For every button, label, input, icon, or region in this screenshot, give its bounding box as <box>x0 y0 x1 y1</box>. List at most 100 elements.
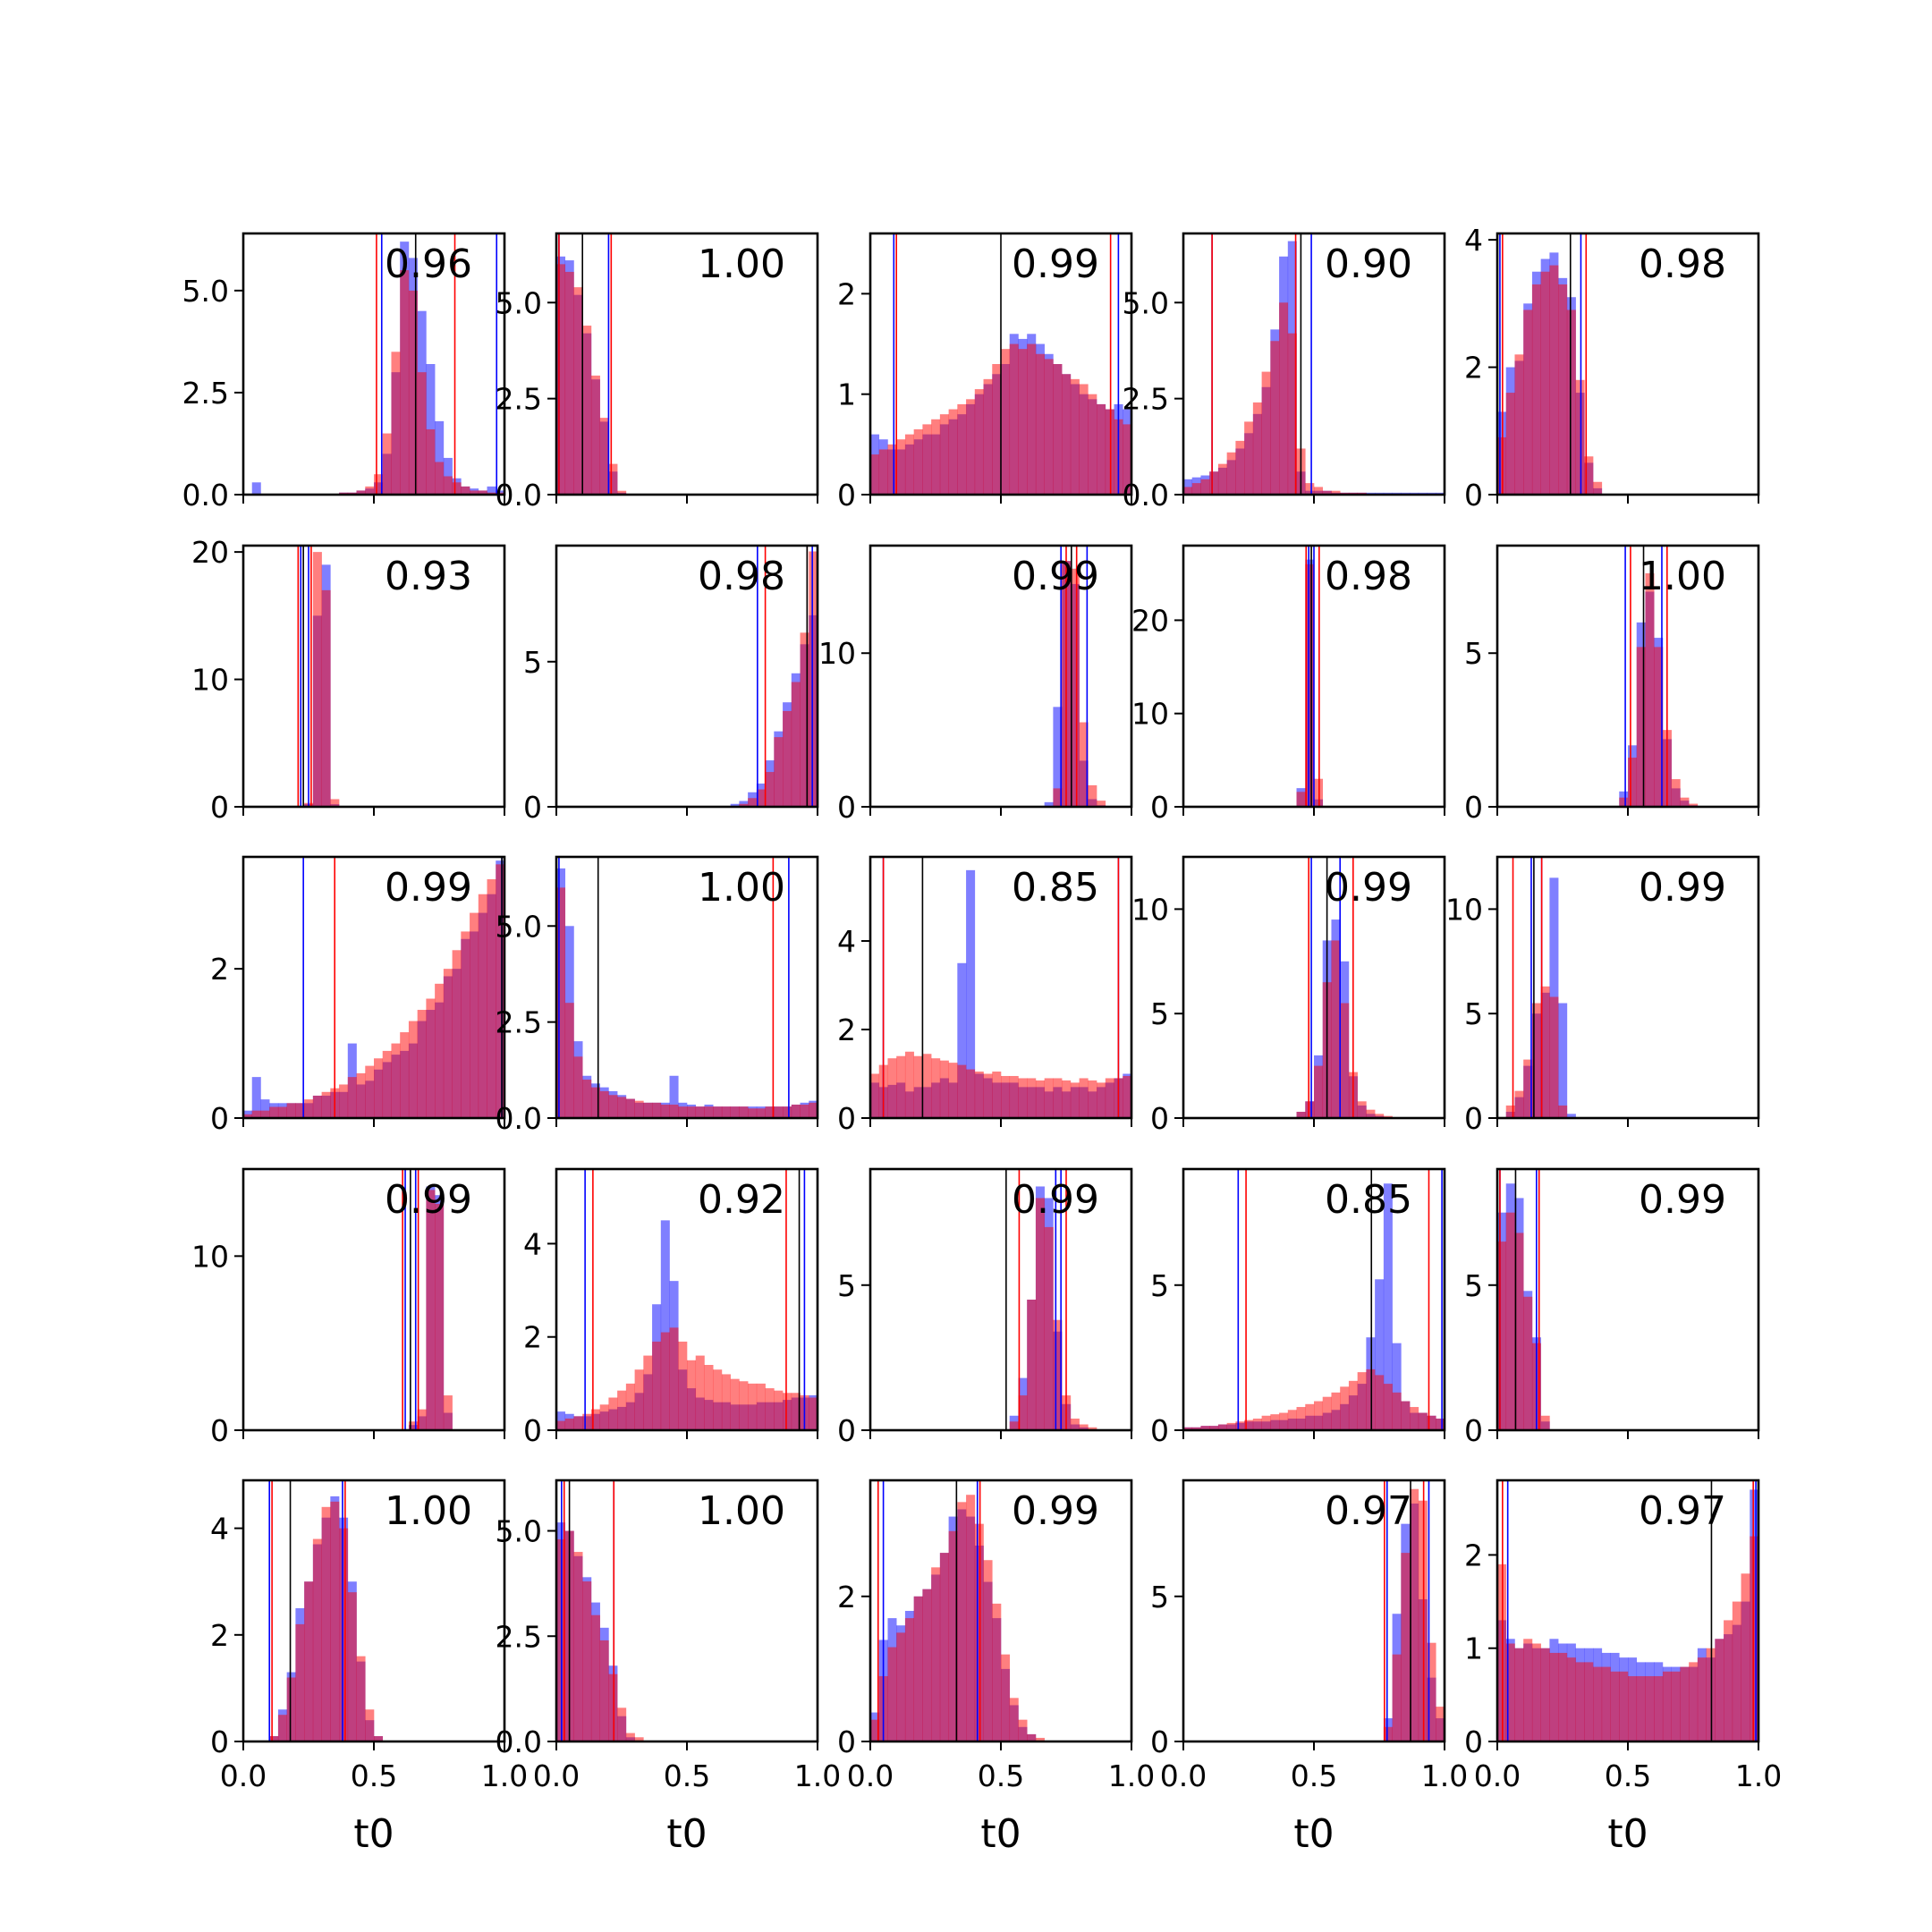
red-hist-bar <box>1018 1078 1028 1118</box>
red-hist-bar <box>391 1043 401 1118</box>
red-hist-bar <box>1366 1368 1376 1430</box>
red-hist-bar <box>1418 1500 1428 1741</box>
red-hist-bar <box>1062 1080 1072 1118</box>
red-hist-bar <box>1035 353 1045 495</box>
blue-hist-bar <box>1566 1114 1576 1118</box>
red-hist-bar <box>948 1530 958 1741</box>
red-hist-bar <box>443 969 453 1118</box>
subplot-5-1: 1.00 0 2 4 0.0 0.5 1.0 t0 <box>210 1479 528 1857</box>
blue-hist-bar <box>1392 1343 1402 1430</box>
y-tick-label: 0 <box>1464 1724 1483 1759</box>
red-hist-bar <box>1584 456 1594 495</box>
red-hist-bar <box>878 449 888 495</box>
red-hist-bar <box>1497 436 1507 495</box>
red-hist-bar <box>496 864 504 1118</box>
red-hist-bar <box>1523 309 1533 495</box>
y-tick-label: 2 <box>837 276 856 311</box>
red-hist-bar <box>260 1110 270 1118</box>
red-hist-bar <box>1235 440 1245 495</box>
y-tick-label: 2.5 <box>496 382 542 417</box>
subplot-3-2: 1.00 0.0 2.5 5.0 <box>496 855 819 1136</box>
red-hist-bar <box>896 439 906 495</box>
plot-area <box>556 1480 644 1741</box>
y-tick-label: 0 <box>837 1724 856 1759</box>
panel-score-label: 1.00 <box>698 1488 785 1534</box>
y-tick-label: 2 <box>1464 351 1483 386</box>
red-hist-bar <box>870 1719 880 1741</box>
red-hist-bar <box>800 632 809 807</box>
red-hist-bar <box>470 490 479 495</box>
red-hist-bar <box>356 1656 366 1741</box>
y-tick-label: 0 <box>837 1101 856 1136</box>
red-hist-bar <box>739 1106 749 1118</box>
red-hist-bar <box>590 1614 600 1741</box>
red-hist-bar <box>1053 788 1063 807</box>
subplot-1-3: 0.99 0 1 2 <box>837 232 1133 513</box>
red-hist-bar <box>1097 801 1106 807</box>
red-hist-bar <box>304 1581 314 1741</box>
red-hist-bar <box>1427 1642 1436 1741</box>
panel-score-label: 0.99 <box>1012 1488 1099 1534</box>
red-hist-bar <box>1088 1080 1097 1118</box>
y-tick-label: 5.0 <box>1123 285 1169 320</box>
red-hist-bar <box>1654 647 1664 807</box>
red-hist-bar <box>1009 343 1019 495</box>
red-hist-bar <box>1531 1643 1541 1741</box>
red-hist-bar <box>1697 1657 1707 1741</box>
red-hist-bar <box>599 1090 609 1118</box>
red-hist-bar <box>774 1106 784 1118</box>
red-hist-bar <box>896 1055 906 1118</box>
red-hist-bar <box>330 799 340 807</box>
panel-score-label: 1.00 <box>385 1488 472 1534</box>
red-hist-bar <box>791 1393 801 1430</box>
y-tick-label: 10 <box>191 1239 229 1274</box>
red-hist-bar <box>625 1098 635 1118</box>
blue-hist-bar <box>1044 801 1054 807</box>
blue-hist-bar <box>660 1220 670 1430</box>
red-hist-bar <box>1505 1105 1515 1118</box>
red-hist-bar <box>1645 572 1655 807</box>
red-hist-bar <box>1531 284 1541 495</box>
red-hist-bar <box>1348 1380 1358 1430</box>
panels-layer: 0.960.02.55.01.000.02.55.00.990120.900.0… <box>182 223 1783 1857</box>
red-hist-bar <box>1383 1726 1393 1741</box>
red-hist-bar <box>1079 722 1089 807</box>
red-hist-bar <box>1436 1419 1445 1430</box>
red-hist-bar <box>1001 349 1011 495</box>
red-hist-bar <box>1191 1427 1201 1430</box>
red-hist-bar <box>1001 1654 1011 1741</box>
red-hist-bar <box>1662 1671 1672 1741</box>
red-hist-bar <box>922 1589 932 1741</box>
plot-area <box>730 546 818 807</box>
y-tick-label: 4 <box>1464 223 1483 258</box>
red-hist-bar <box>939 1553 949 1741</box>
red-hist-bar <box>382 433 392 495</box>
red-hist-bar <box>1217 1424 1227 1430</box>
red-hist-bar <box>365 486 375 495</box>
red-hist-bar <box>870 454 880 495</box>
red-hist-bar <box>1027 1300 1037 1430</box>
red-hist-bar <box>1035 1198 1045 1430</box>
red-hist-bar <box>408 290 418 495</box>
red-hist-bar <box>783 1393 792 1430</box>
blue-hist-bar <box>1558 1003 1568 1118</box>
plot-area <box>1183 233 1445 495</box>
y-tick-label: 4 <box>210 1512 229 1546</box>
red-hist-bar <box>1305 1101 1315 1118</box>
red-hist-bar <box>765 1106 775 1118</box>
red-hist-bar <box>1053 364 1063 495</box>
y-tick-label: 20 <box>191 535 229 570</box>
red-hist-bar <box>1549 996 1559 1118</box>
red-hist-bar <box>1270 1414 1280 1430</box>
x-tick-label: 0.5 <box>1291 1758 1337 1793</box>
red-hist-bar <box>904 1051 914 1118</box>
red-hist-bar <box>783 710 792 807</box>
red-hist-bar <box>1305 564 1315 807</box>
y-tick-label: 0 <box>837 478 856 513</box>
plot-area <box>556 1169 818 1430</box>
red-hist-bar <box>1392 1654 1402 1741</box>
red-hist-bar <box>1200 1426 1210 1430</box>
red-hist-bar <box>1401 1553 1411 1741</box>
red-hist-bar <box>809 1397 818 1430</box>
red-hist-bar <box>478 490 487 495</box>
